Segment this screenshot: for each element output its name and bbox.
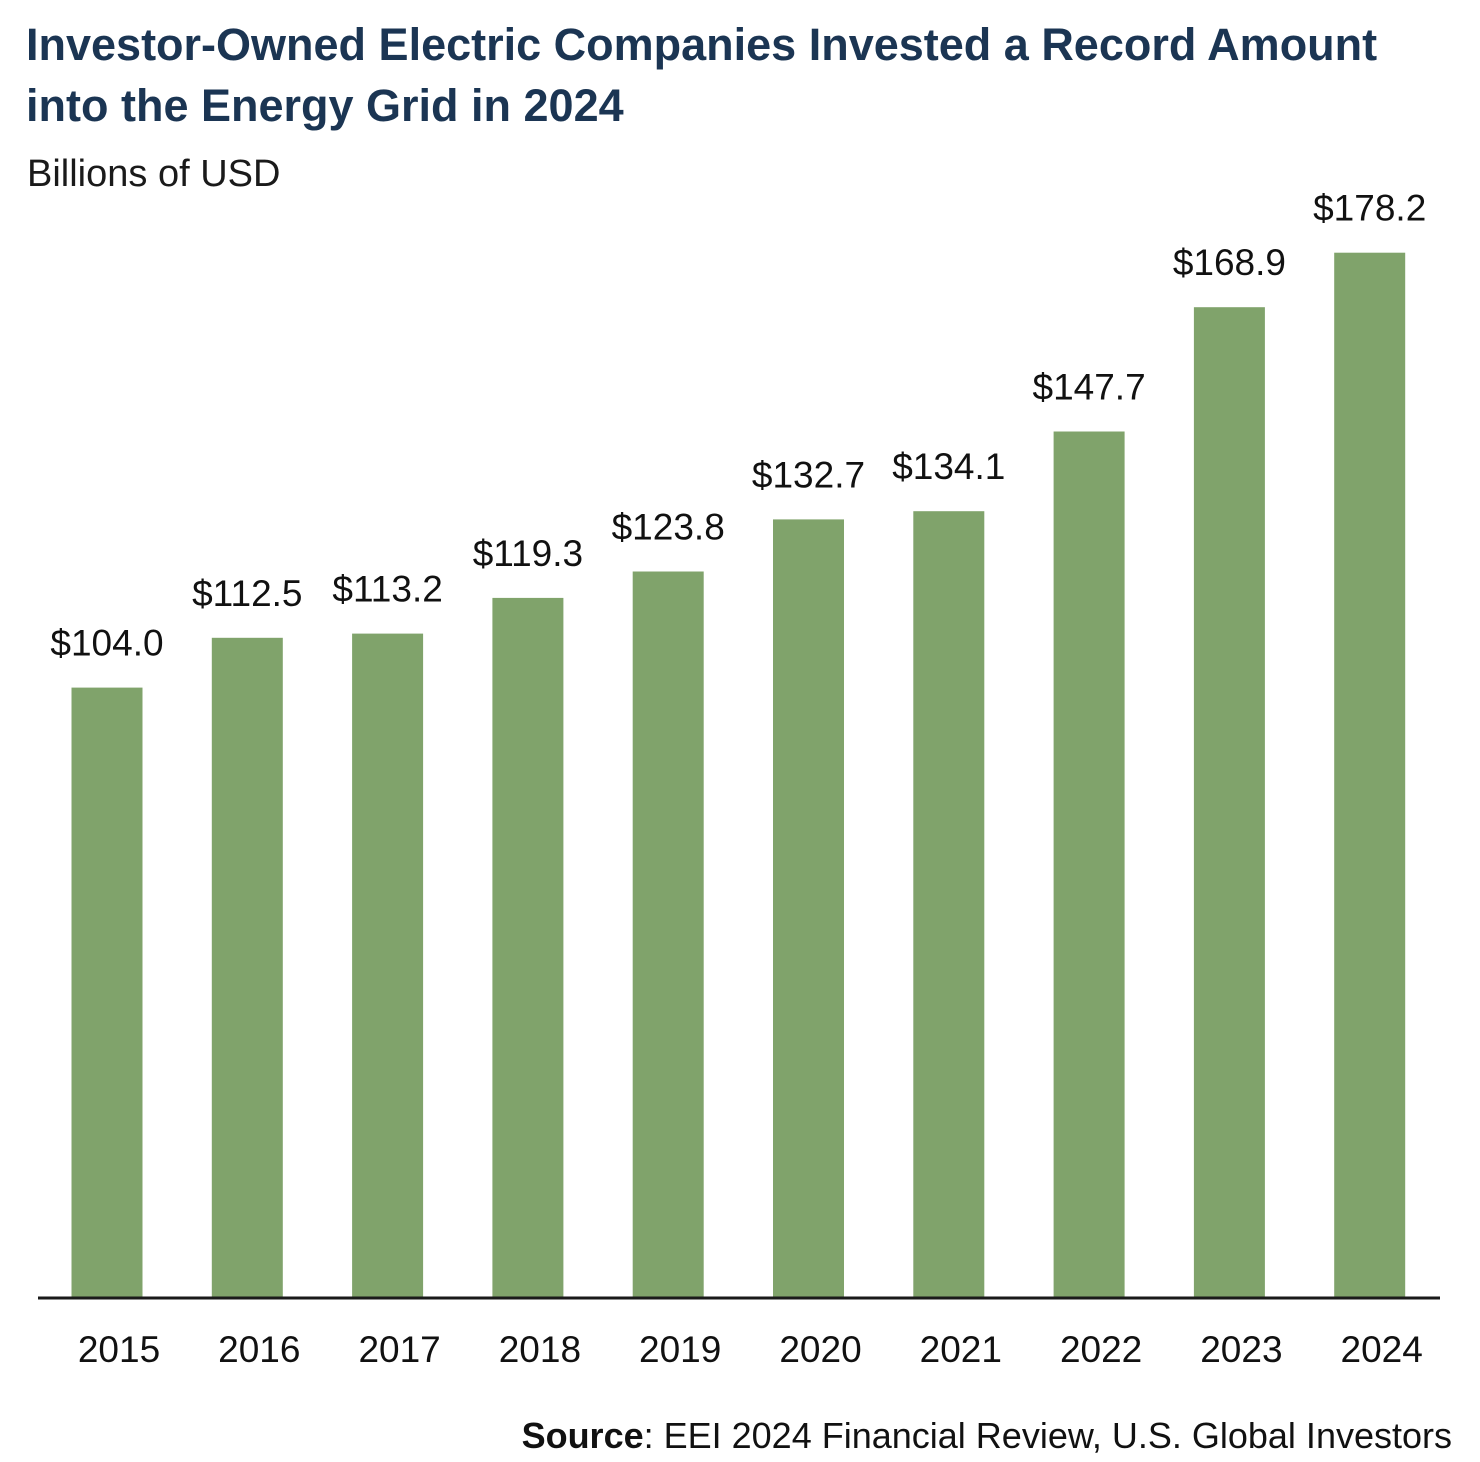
- x-tick-label-2015: 2015: [78, 1329, 160, 1370]
- value-labels-layer: $104.0 $112.5 $113.2 $119.3 $123.8 $132.7 $134…: [50, 188, 1426, 664]
- x-tick-label-2022: 2022: [1060, 1329, 1142, 1370]
- x-axis-tick-labels: 2015 2016 2017 2018 2019 2020 2021 2022 2023 2024: [78, 1329, 1423, 1370]
- bar-2022: [1053, 431, 1125, 1297]
- x-tick-label-2024: 2024: [1341, 1329, 1423, 1370]
- chart-title: Investor-Owned Electric Companies Invest…: [26, 19, 1378, 131]
- bar-2020: [773, 519, 844, 1297]
- value-label-2023: $168.9: [1173, 242, 1286, 283]
- source-note: Source: EEI 2024 Financial Review, U.S. …: [522, 1412, 1452, 1460]
- x-tick-label-2021: 2021: [920, 1329, 1002, 1370]
- bar-2024: [1334, 252, 1406, 1298]
- bar-2017: [352, 633, 424, 1297]
- value-label-2016: $112.5: [192, 573, 302, 614]
- source-text: : EEI 2024 Financial Review, U.S. Global…: [643, 1415, 1452, 1456]
- value-label-2017: $113.2: [332, 569, 442, 610]
- value-label-2018: $119.3: [473, 533, 583, 574]
- x-tick-label-2019: 2019: [639, 1329, 721, 1370]
- bar-2015: [71, 687, 143, 1297]
- bar-2019: [632, 571, 704, 1297]
- bar-2016: [211, 637, 283, 1298]
- x-tick-label-2018: 2018: [499, 1329, 581, 1370]
- x-tick-label-2020: 2020: [779, 1329, 861, 1370]
- x-tick-label-2017: 2017: [358, 1329, 440, 1370]
- source-label: Source: [521, 1415, 644, 1456]
- bar-2018: [492, 597, 564, 1297]
- value-label-2021: $134.1: [892, 446, 1005, 487]
- value-label-2024: $178.2: [1313, 188, 1426, 229]
- x-tick-label-2023: 2023: [1200, 1329, 1282, 1370]
- bars-layer: [71, 252, 1406, 1298]
- bar-2023: [1193, 307, 1265, 1297]
- x-tick-label-2016: 2016: [218, 1329, 300, 1370]
- bar-2021: [913, 511, 985, 1297]
- value-label-2022: $147.7: [1033, 367, 1146, 408]
- value-label-2020: $132.7: [752, 454, 865, 495]
- value-label-2019: $123.8: [612, 507, 725, 548]
- value-label-2015: $104.0: [50, 623, 163, 664]
- chart-subtitle: Billions of USD: [27, 153, 281, 195]
